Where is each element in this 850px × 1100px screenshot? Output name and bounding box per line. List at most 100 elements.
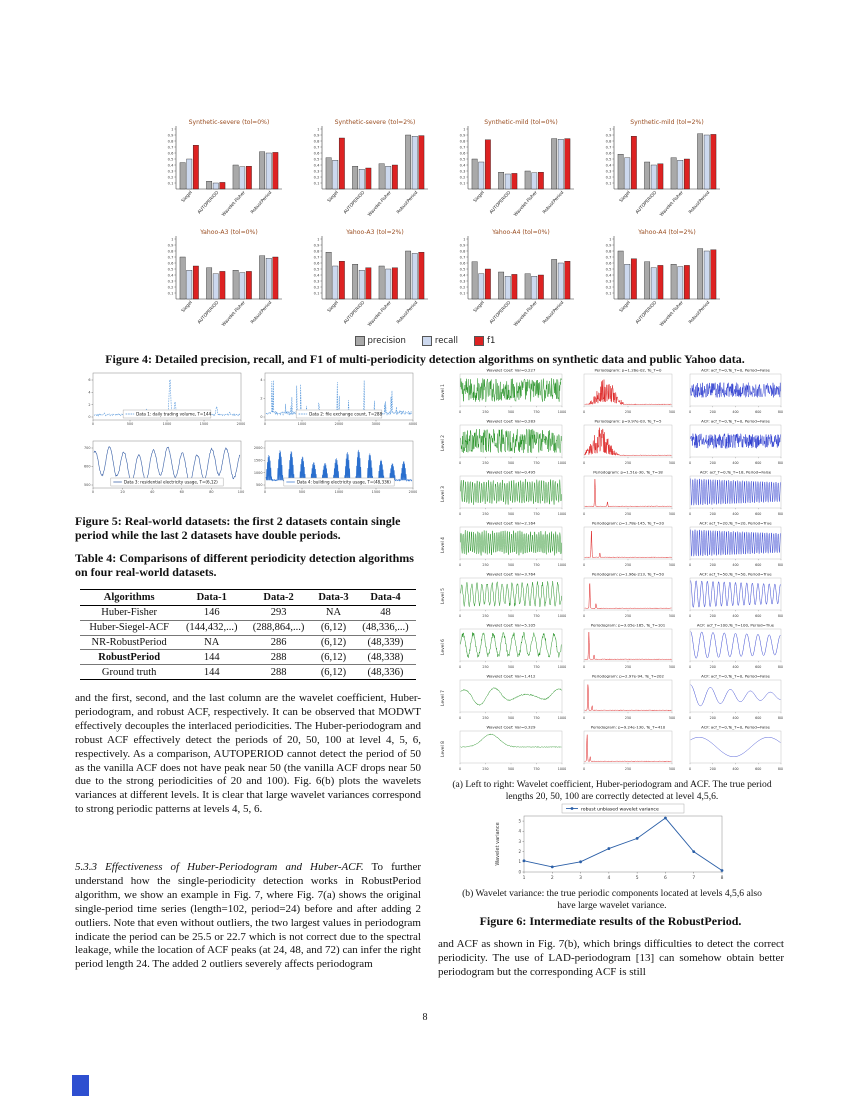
figure6a-grid: Level 1 Wavelet Coef: Var=0.227 0 250 500 750… [438, 366, 783, 773]
svg-text:Periodogram: p=1.78e-145, Te_T: Periodogram: p=1.78e-145, Te_T=20 [592, 521, 665, 526]
bar-chart-3: Synthetic-mild (tol=0%) 0.1 0.2 0.3 0.4 0.5 0.… [460, 119, 574, 218]
svg-text:1000: 1000 [335, 490, 344, 494]
svg-text:Wavelet-Fisher: Wavelet-Fisher [367, 300, 393, 328]
svg-text:Wavelet Coef: Var=1.412: Wavelet Coef: Var=1.412 [487, 674, 536, 679]
svg-text:0: 0 [583, 767, 585, 771]
table4-caption: Table 4: Comparisons of different period… [75, 551, 414, 580]
legend-swatch-precision [354, 336, 365, 346]
svg-text:Synthetic-severe (tol=2%): Synthetic-severe (tol=2%) [335, 119, 416, 126]
svg-text:750: 750 [533, 614, 539, 618]
svg-text:0.5: 0.5 [314, 267, 320, 271]
table-cell: NA [312, 605, 355, 621]
svg-text:0: 0 [518, 869, 521, 874]
table-cell: NA [178, 635, 246, 651]
svg-text:Periodogram: p=1.26e-02, Te_T=: Periodogram: p=1.26e-02, Te_T=0 [594, 368, 662, 373]
svg-text:1: 1 [518, 859, 521, 864]
svg-text:1000: 1000 [558, 461, 566, 465]
table-cell: 288 [245, 649, 313, 666]
svg-text:500: 500 [669, 512, 675, 516]
svg-text:0.5: 0.5 [606, 157, 612, 161]
svg-text:0.1: 0.1 [168, 291, 174, 295]
table-cell: (48,336) [354, 664, 416, 680]
svg-text:Wavelet variance: Wavelet variance [495, 822, 501, 865]
legend-label-recall: recall [434, 336, 459, 346]
svg-text:0: 0 [459, 512, 461, 516]
fig6-row-level-2: Level 2 Wavelet Coef: Var=0.283 0 250 500 750… [440, 419, 783, 465]
svg-text:750: 750 [533, 512, 539, 516]
svg-text:500: 500 [508, 767, 514, 771]
svg-text:0.6: 0.6 [314, 261, 320, 265]
table-row: Huber-Fisher 146 293 NA 48 [80, 605, 416, 621]
svg-text:0.3: 0.3 [314, 279, 320, 283]
table-cell: (6,12) [312, 620, 355, 636]
svg-text:1500: 1500 [372, 490, 381, 494]
svg-text:500: 500 [669, 716, 675, 720]
svg-text:Periodogram: p=3.05e-185, Te_T: Periodogram: p=3.05e-185, Te_T=101 [591, 623, 666, 628]
bar-chart-5: Yahoo-A3 (tol=0%) 0.1 0.2 0.3 0.4 0.5 0.6 0.7 0.… [168, 229, 282, 328]
svg-text:0.5: 0.5 [168, 267, 174, 271]
svg-text:1000: 1000 [558, 563, 566, 567]
svg-text:1: 1 [317, 127, 319, 131]
svg-text:0: 0 [88, 415, 90, 419]
svg-text:0.8: 0.8 [168, 249, 174, 253]
legend-item-f1: f1 [474, 336, 495, 346]
svg-text:RobustPeriod: RobustPeriod [395, 190, 419, 216]
svg-text:600: 600 [755, 614, 761, 618]
svg-text:0: 0 [583, 614, 585, 618]
svg-text:0: 0 [459, 716, 461, 720]
fig5-plot-3: 0 20 40 60 80 100 500 600 700 Data 3: residential… [84, 440, 244, 494]
svg-text:800: 800 [778, 410, 783, 414]
svg-text:0: 0 [583, 410, 585, 414]
svg-text:200: 200 [710, 614, 716, 618]
svg-text:500: 500 [508, 410, 514, 414]
svg-text:0.9: 0.9 [460, 133, 466, 137]
svg-text:0.7: 0.7 [168, 145, 174, 149]
svg-text:4: 4 [260, 378, 262, 382]
table-cell: (6,12) [312, 649, 355, 666]
svg-text:Wavelet Coef: Var=0.227: Wavelet Coef: Var=0.227 [487, 368, 536, 373]
svg-text:1000: 1000 [558, 716, 566, 720]
svg-text:0.7: 0.7 [460, 145, 466, 149]
svg-text:Data 2: file exchange count, T: Data 2: file exchange count, T=288 [309, 412, 382, 417]
svg-text:0: 0 [583, 716, 585, 720]
svg-text:3000: 3000 [372, 422, 381, 426]
svg-text:400: 400 [732, 767, 738, 771]
svg-text:AUTOPERIOD: AUTOPERIOD [634, 189, 658, 215]
svg-text:600: 600 [755, 461, 761, 465]
svg-text:0: 0 [459, 563, 461, 567]
svg-text:0.6: 0.6 [168, 151, 174, 155]
svg-text:0.2: 0.2 [168, 285, 174, 289]
svg-text:250: 250 [482, 767, 488, 771]
svg-text:500: 500 [669, 665, 675, 669]
svg-text:Wavelet-Fisher: Wavelet-Fisher [221, 300, 247, 328]
svg-text:250: 250 [482, 410, 488, 414]
table4: Algorithms Data-1 Data-2 Data-3 Data-4 Huber-… [80, 589, 416, 680]
table-row: Huber-Siegel-ACF (144,432,...) (288,864,..… [80, 620, 416, 636]
svg-text:200: 200 [710, 716, 716, 720]
table-cell: (48,339) [354, 635, 416, 651]
svg-text:AUTOPERIOD: AUTOPERIOD [488, 299, 512, 325]
svg-text:60: 60 [180, 490, 184, 494]
svg-text:0.6: 0.6 [168, 261, 174, 265]
svg-text:4000: 4000 [409, 422, 417, 426]
svg-text:600: 600 [84, 465, 90, 469]
fig5-plot-1: 0 500 1000 1500 2000 0 2 4 6 Data 1: daily tradin… [88, 372, 245, 426]
svg-text:Data 1: daily trading volume,: Data 1: daily trading volume, T=144 [136, 412, 211, 417]
body-paragraph-right: and ACF as shown in Fig. 7(b), which bri… [438, 938, 784, 978]
svg-text:0: 0 [459, 665, 461, 669]
svg-text:0.7: 0.7 [314, 255, 320, 259]
svg-text:200: 200 [710, 665, 716, 669]
legend-item-precision: precision [354, 336, 406, 346]
figure6a-caption: (a) Left to right: Wavelet coefficient, … [452, 779, 772, 802]
figure6-caption: Figure 6: Intermediate results of the Ro… [479, 914, 742, 928]
svg-text:2: 2 [260, 397, 262, 401]
svg-text:0.8: 0.8 [314, 139, 320, 143]
svg-text:6: 6 [664, 875, 667, 881]
svg-text:AUTOPERIOD: AUTOPERIOD [342, 299, 366, 325]
table-cell: 146 [178, 605, 246, 621]
fig5-plot-2: 0 1000 2000 3000 4000 0 2 4 Data 2: file exchang… [260, 372, 417, 426]
svg-text:0.1: 0.1 [460, 181, 466, 185]
